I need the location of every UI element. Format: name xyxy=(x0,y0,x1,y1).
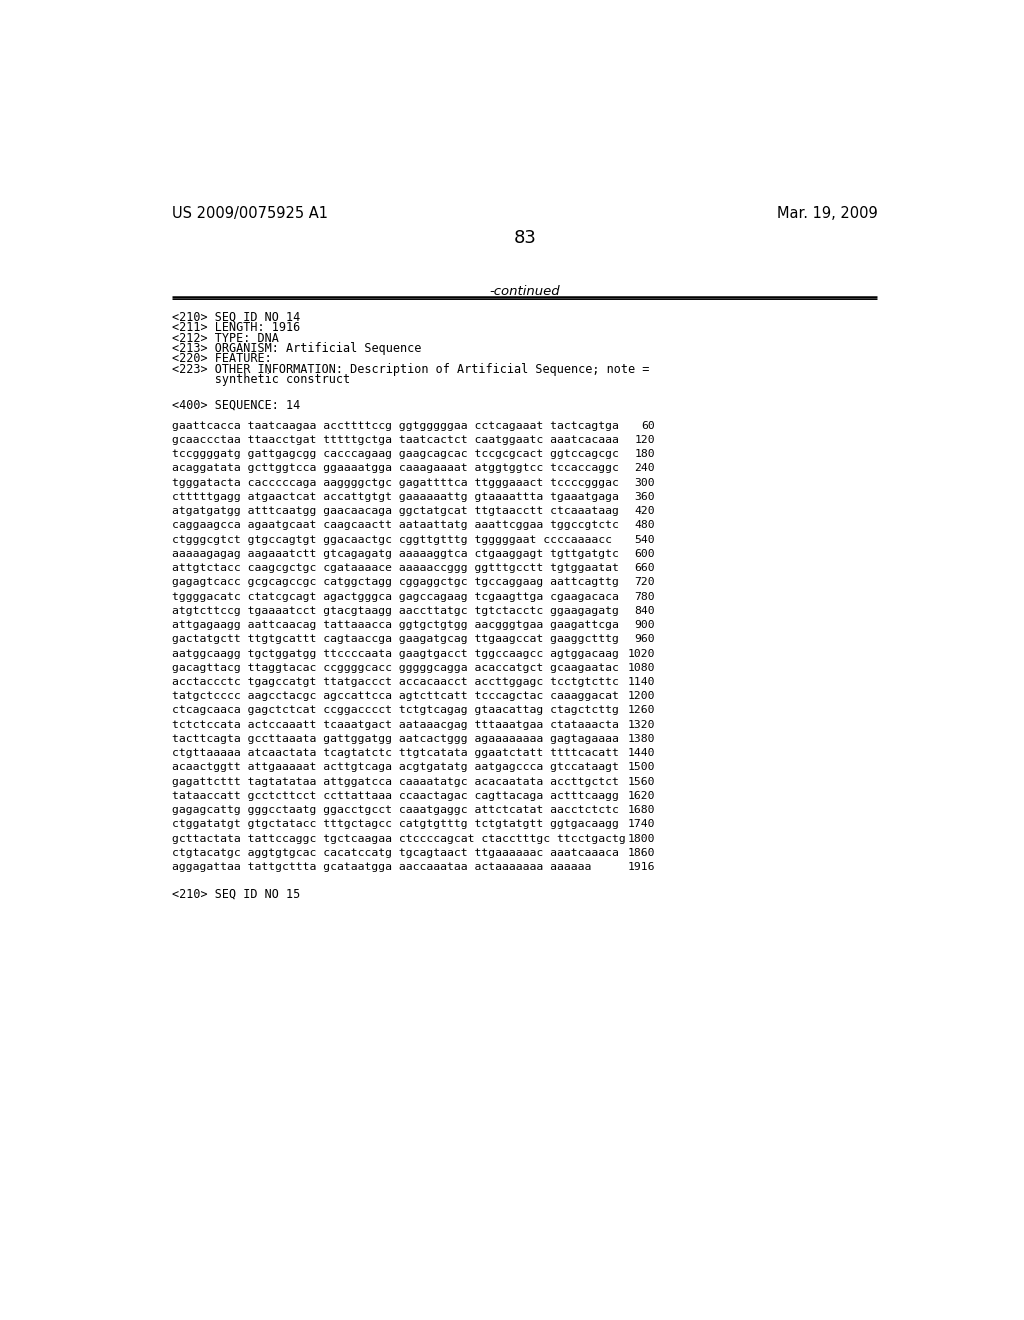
Text: 420: 420 xyxy=(635,506,655,516)
Text: 600: 600 xyxy=(635,549,655,558)
Text: atgatgatgg atttcaatgg gaacaacaga ggctatgcat ttgtaacctt ctcaaataag: atgatgatgg atttcaatgg gaacaacaga ggctatg… xyxy=(172,506,620,516)
Text: caggaagcca agaatgcaat caagcaactt aataattatg aaattcggaa tggccgtctc: caggaagcca agaatgcaat caagcaactt aataatt… xyxy=(172,520,620,531)
Text: gactatgctt ttgtgcattt cagtaaccga gaagatgcag ttgaagccat gaaggctttg: gactatgctt ttgtgcattt cagtaaccga gaagatg… xyxy=(172,635,620,644)
Text: 660: 660 xyxy=(635,564,655,573)
Text: 1740: 1740 xyxy=(628,820,655,829)
Text: acctaccctc tgagccatgt ttatgaccct accacaacct accttggagc tcctgtcttc: acctaccctc tgagccatgt ttatgaccct accacaa… xyxy=(172,677,620,686)
Text: 1260: 1260 xyxy=(628,705,655,715)
Text: 1020: 1020 xyxy=(628,648,655,659)
Text: <210> SEQ ID NO 14: <210> SEQ ID NO 14 xyxy=(172,312,300,323)
Text: aaaaagagag aagaaatctt gtcagagatg aaaaaggtca ctgaaggagt tgttgatgtc: aaaaagagag aagaaatctt gtcagagatg aaaaagg… xyxy=(172,549,620,558)
Text: gagagcattg gggcctaatg ggacctgcct caaatgaggc attctcatat aacctctctc: gagagcattg gggcctaatg ggacctgcct caaatga… xyxy=(172,805,620,816)
Text: 480: 480 xyxy=(635,520,655,531)
Text: <213> ORGANISM: Artificial Sequence: <213> ORGANISM: Artificial Sequence xyxy=(172,342,422,355)
Text: synthetic construct: synthetic construct xyxy=(172,374,350,387)
Text: atgtcttccg tgaaaatcct gtacgtaagg aaccttatgc tgtctacctc ggaagagatg: atgtcttccg tgaaaatcct gtacgtaagg aacctta… xyxy=(172,606,620,615)
Text: 83: 83 xyxy=(513,230,537,247)
Text: 180: 180 xyxy=(635,449,655,459)
Text: tctctccata actccaaatt tcaaatgact aataaacgag tttaaatgaa ctataaacta: tctctccata actccaaatt tcaaatgact aataaac… xyxy=(172,719,620,730)
Text: 780: 780 xyxy=(635,591,655,602)
Text: gagagtcacc gcgcagccgc catggctagg cggaggctgc tgccaggaag aattcagttg: gagagtcacc gcgcagccgc catggctagg cggaggc… xyxy=(172,577,620,587)
Text: <220> FEATURE:: <220> FEATURE: xyxy=(172,352,272,366)
Text: gcttactata tattccaggc tgctcaagaa ctccccagcat ctacctttgc ttcctgactg: gcttactata tattccaggc tgctcaagaa ctcccca… xyxy=(172,834,626,843)
Text: Mar. 19, 2009: Mar. 19, 2009 xyxy=(776,206,878,222)
Text: 1080: 1080 xyxy=(628,663,655,673)
Text: <400> SEQUENCE: 14: <400> SEQUENCE: 14 xyxy=(172,399,300,412)
Text: acaggatata gcttggtcca ggaaaatgga caaagaaaat atggtggtcc tccaccaggc: acaggatata gcttggtcca ggaaaatgga caaagaa… xyxy=(172,463,620,474)
Text: ctggatatgt gtgctatacc tttgctagcc catgtgtttg tctgtatgtt ggtgacaagg: ctggatatgt gtgctatacc tttgctagcc catgtgt… xyxy=(172,820,620,829)
Text: US 2009/0075925 A1: US 2009/0075925 A1 xyxy=(172,206,328,222)
Text: gaattcacca taatcaagaa accttttccg ggtgggggaa cctcagaaat tactcagtga: gaattcacca taatcaagaa accttttccg ggtgggg… xyxy=(172,421,620,430)
Text: 1320: 1320 xyxy=(628,719,655,730)
Text: attgagaagg aattcaacag tattaaacca ggtgctgtgg aacgggtgaa gaagattcga: attgagaagg aattcaacag tattaaacca ggtgctg… xyxy=(172,620,620,630)
Text: 840: 840 xyxy=(635,606,655,615)
Text: 1800: 1800 xyxy=(628,834,655,843)
Text: 60: 60 xyxy=(641,421,655,430)
Text: ctcagcaaca gagctctcat ccggacccct tctgtcagag gtaacattag ctagctcttg: ctcagcaaca gagctctcat ccggacccct tctgtca… xyxy=(172,705,620,715)
Text: 1140: 1140 xyxy=(628,677,655,686)
Text: 1500: 1500 xyxy=(628,763,655,772)
Text: 1380: 1380 xyxy=(628,734,655,744)
Text: ctgttaaaaa atcaactata tcagtatctc ttgtcatata ggaatctatt ttttcacatt: ctgttaaaaa atcaactata tcagtatctc ttgtcat… xyxy=(172,748,620,758)
Text: 1680: 1680 xyxy=(628,805,655,816)
Text: gcaaccctaa ttaacctgat tttttgctga taatcactct caatggaatc aaatcacaaa: gcaaccctaa ttaacctgat tttttgctga taatcac… xyxy=(172,434,620,445)
Text: attgtctacc caagcgctgc cgataaaace aaaaaccggg ggtttgcctt tgtggaatat: attgtctacc caagcgctgc cgataaaace aaaaacc… xyxy=(172,564,620,573)
Text: 300: 300 xyxy=(635,478,655,487)
Text: 1200: 1200 xyxy=(628,692,655,701)
Text: aatggcaagg tgctggatgg ttccccaata gaagtgacct tggccaagcc agtggacaag: aatggcaagg tgctggatgg ttccccaata gaagtga… xyxy=(172,648,620,659)
Text: 1860: 1860 xyxy=(628,847,655,858)
Text: tataaccatt gcctcttcct ccttattaaa ccaactagac cagttacaga actttcaagg: tataaccatt gcctcttcct ccttattaaa ccaacta… xyxy=(172,791,620,801)
Text: 1440: 1440 xyxy=(628,748,655,758)
Text: gacagttacg ttaggtacac ccggggcacc gggggcagga acaccatgct gcaagaatac: gacagttacg ttaggtacac ccggggcacc gggggca… xyxy=(172,663,620,673)
Text: aggagattaa tattgcttta gcataatgga aaccaaataa actaaaaaaa aaaaaa: aggagattaa tattgcttta gcataatgga aaccaaa… xyxy=(172,862,592,873)
Text: <210> SEQ ID NO 15: <210> SEQ ID NO 15 xyxy=(172,887,300,900)
Text: 240: 240 xyxy=(635,463,655,474)
Text: tgggatacta cacccccaga aaggggctgc gagattttca ttgggaaact tccccgggac: tgggatacta cacccccaga aaggggctgc gagattt… xyxy=(172,478,620,487)
Text: 1620: 1620 xyxy=(628,791,655,801)
Text: tggggacatc ctatcgcagt agactgggca gagccagaag tcgaagttga cgaagacaca: tggggacatc ctatcgcagt agactgggca gagccag… xyxy=(172,591,620,602)
Text: 1916: 1916 xyxy=(628,862,655,873)
Text: 120: 120 xyxy=(635,434,655,445)
Text: 540: 540 xyxy=(635,535,655,545)
Text: <211> LENGTH: 1916: <211> LENGTH: 1916 xyxy=(172,321,300,334)
Text: 900: 900 xyxy=(635,620,655,630)
Text: acaactggtt attgaaaaat acttgtcaga acgtgatatg aatgagccca gtccataagt: acaactggtt attgaaaaat acttgtcaga acgtgat… xyxy=(172,763,620,772)
Text: 960: 960 xyxy=(635,635,655,644)
Text: <212> TYPE: DNA: <212> TYPE: DNA xyxy=(172,331,280,345)
Text: 720: 720 xyxy=(635,577,655,587)
Text: gagattcttt tagtatataa attggatcca caaaatatgc acacaatata accttgctct: gagattcttt tagtatataa attggatcca caaaata… xyxy=(172,776,620,787)
Text: <223> OTHER INFORMATION: Description of Artificial Sequence; note =: <223> OTHER INFORMATION: Description of … xyxy=(172,363,649,376)
Text: tacttcagta gccttaaata gattggatgg aatcactggg agaaaaaaaa gagtagaaaa: tacttcagta gccttaaata gattggatgg aatcact… xyxy=(172,734,620,744)
Text: tccggggatg gattgagcgg cacccagaag gaagcagcac tccgcgcact ggtccagcgc: tccggggatg gattgagcgg cacccagaag gaagcag… xyxy=(172,449,620,459)
Text: 1560: 1560 xyxy=(628,776,655,787)
Text: ctgggcgtct gtgccagtgt ggacaactgc cggttgtttg tgggggaat ccccaaaacc: ctgggcgtct gtgccagtgt ggacaactgc cggttgt… xyxy=(172,535,612,545)
Text: ctgtacatgc aggtgtgcac cacatccatg tgcagtaact ttgaaaaaac aaatcaaaca: ctgtacatgc aggtgtgcac cacatccatg tgcagta… xyxy=(172,847,620,858)
Text: 360: 360 xyxy=(635,492,655,502)
Text: -continued: -continued xyxy=(489,285,560,298)
Text: ctttttgagg atgaactcat accattgtgt gaaaaaattg gtaaaattta tgaaatgaga: ctttttgagg atgaactcat accattgtgt gaaaaaa… xyxy=(172,492,620,502)
Text: tatgctcccc aagcctacgc agccattcca agtcttcatt tcccagctac caaaggacat: tatgctcccc aagcctacgc agccattcca agtcttc… xyxy=(172,692,620,701)
